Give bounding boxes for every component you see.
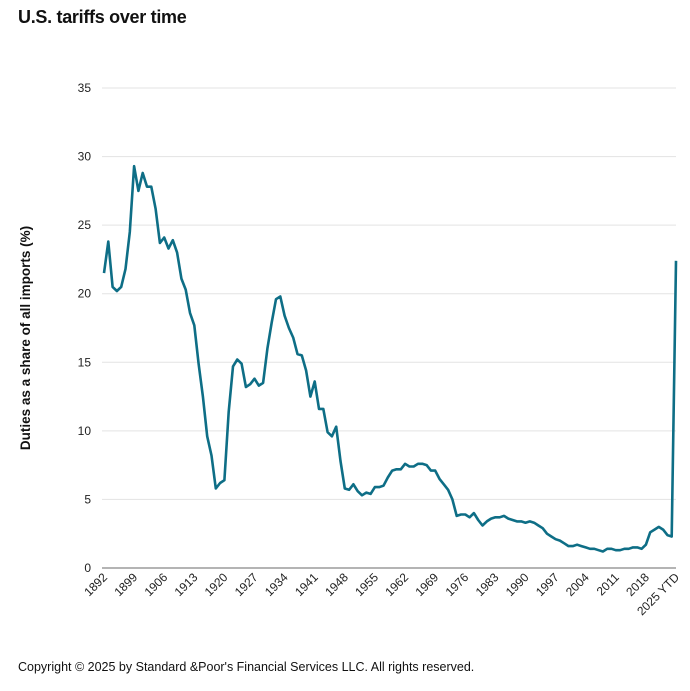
y-tick-label: 25 [78, 218, 92, 232]
x-tick-label: 1906 [142, 570, 171, 599]
x-tick-label: 1920 [202, 570, 231, 599]
x-tick-label: 1969 [412, 570, 441, 599]
x-tick-label: 1990 [503, 570, 532, 599]
tariff-series-line [102, 164, 678, 553]
x-tick-label: 1941 [292, 570, 321, 599]
x-tick-label: 1934 [262, 570, 291, 599]
x-tick-label: 1983 [473, 570, 502, 599]
x-tick-label: 1948 [322, 570, 351, 599]
y-tick-label: 15 [78, 355, 92, 369]
copyright-footer: Copyright © 2025 by Standard &Poor's Fin… [18, 660, 475, 674]
y-tick-label: 20 [78, 287, 92, 301]
chart-title: U.S. tariffs over time [18, 7, 187, 27]
x-tick-label: 1976 [443, 570, 472, 599]
y-tick-label: 5 [84, 492, 91, 506]
y-tick-label: 0 [84, 561, 91, 575]
x-tick-label: 1997 [533, 570, 562, 599]
x-tick-label: 1913 [172, 570, 201, 599]
y-axis-label: Duties as a share of all imports (%) [18, 226, 33, 450]
x-tick-label: 1899 [111, 570, 140, 599]
y-tick-label: 35 [78, 81, 92, 95]
x-tick-label: 1955 [352, 570, 381, 599]
x-tick-label: 2011 [594, 570, 622, 598]
x-tick-label: 1962 [382, 570, 411, 599]
x-tick-label: 2004 [563, 570, 592, 599]
y-tick-label: 10 [78, 424, 92, 438]
x-tick-label: 1927 [232, 570, 261, 599]
y-tick-label: 30 [78, 150, 92, 164]
